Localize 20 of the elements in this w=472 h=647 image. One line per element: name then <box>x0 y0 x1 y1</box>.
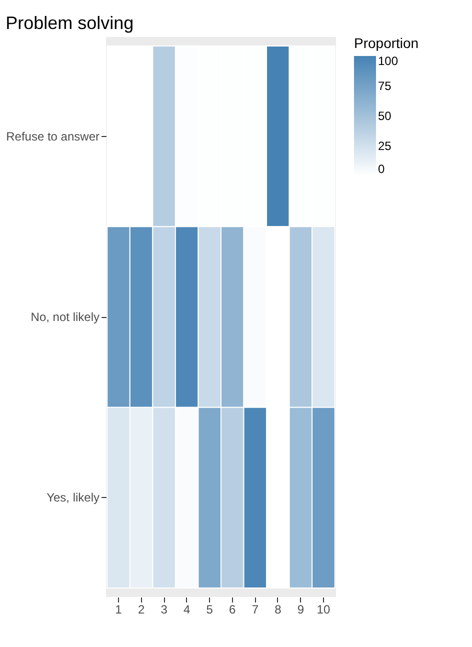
color-bar-label: 0 <box>378 162 385 176</box>
color-bar-label: 25 <box>378 139 392 153</box>
chart-title: Problem solving <box>6 13 134 33</box>
x-tick-label: 1 <box>115 602 122 616</box>
x-tick-label: 4 <box>184 602 190 616</box>
color-bar-label: 50 <box>378 109 392 123</box>
x-tick-label: 3 <box>160 602 168 616</box>
x-tick-label: 5 <box>206 602 214 616</box>
y-tick-label: Refuse to answer <box>6 129 100 144</box>
legend-title: Proportion <box>354 35 419 51</box>
color-bar-label: 100 <box>378 54 398 68</box>
x-tick-label: 2 <box>138 602 145 616</box>
x-tick-label: 8 <box>274 602 282 616</box>
color-bar-label: 75 <box>378 79 392 93</box>
x-tick-label: 9 <box>297 602 304 616</box>
y-tick-label: Yes, likely <box>46 490 100 505</box>
y-tick-label: No, not likely <box>30 310 100 324</box>
x-tick-label: 6 <box>229 602 236 616</box>
x-tick-label: 10 <box>316 602 330 616</box>
x-tick-label: 7 <box>252 602 259 616</box>
